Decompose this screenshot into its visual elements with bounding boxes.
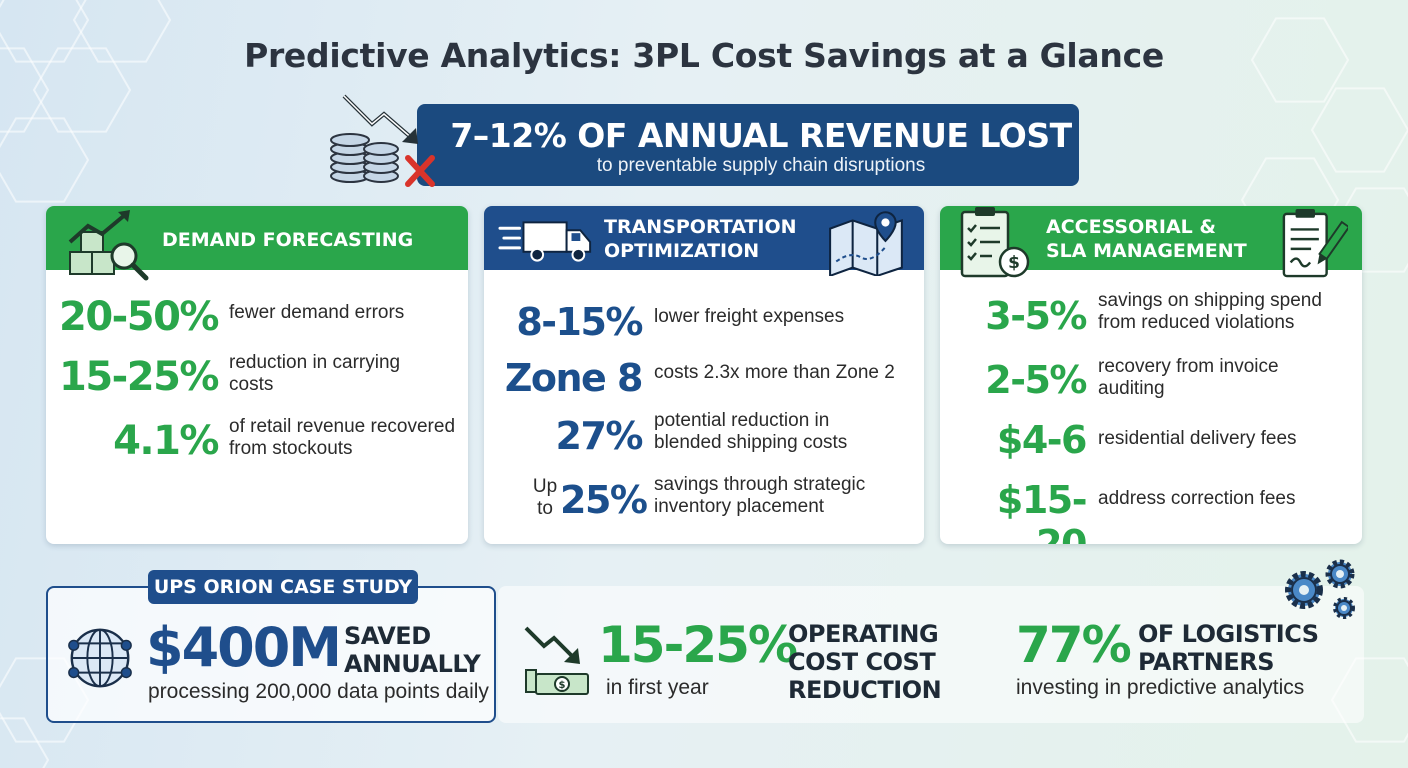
partners-value: 77% [1016, 616, 1132, 674]
checklist-dollar-icon: $ [960, 207, 1030, 278]
stat-desc: savings on shipping spend from reduced v… [1098, 290, 1322, 333]
case-study-value: $400M [146, 616, 342, 679]
stat-desc: recovery from invoice auditing [1098, 356, 1279, 399]
stat-desc: fewer demand errors [229, 302, 405, 323]
stat-desc: lower freight expenses [654, 306, 845, 327]
stat-value: 25% [560, 478, 648, 522]
banner-subtext: to preventable supply chain disruptions [596, 155, 926, 176]
stat-value: $15-20 [996, 478, 1088, 544]
stat-prefix: Up to [532, 476, 558, 519]
stat-value: 15-25% [58, 354, 220, 400]
stat-desc: reduction in carrying costs [229, 352, 401, 395]
ups-orion-case-study: $400M SAVED ANNUALLY processing 200,000 … [46, 586, 496, 723]
stat-desc: of retail revenue recovered from stockou… [229, 416, 456, 459]
stat-value: $4-6 [996, 418, 1088, 462]
stat-value: 27% [555, 414, 644, 458]
truck-icon [498, 221, 592, 262]
stat-desc: savings through strategic inventory plac… [654, 474, 866, 517]
stat-value: 20-50% [58, 294, 220, 340]
case-study-label: SAVED ANNUALLY [344, 622, 481, 678]
operating-cost-label: OPERATING COST COST REDUCTION [788, 620, 942, 704]
stat-value: 2-5% [985, 358, 1087, 402]
partners-desc: investing in predictive analytics [1016, 676, 1305, 699]
growth-chart-icon [68, 210, 149, 281]
banner-headline: 7–12% OF ANNUAL REVENUE LOST [450, 116, 1072, 155]
gears-icon [1285, 559, 1355, 619]
operating-cost-desc: in first year [606, 676, 709, 699]
stat-value: 8-15% [516, 300, 643, 344]
operating-cost-value: 15-25% [598, 616, 798, 674]
accessorial-sla-card: $ ACCESSORIAL & SLA MANAGEMENT 3-5% savi… [940, 206, 1362, 544]
stat-desc: costs 2.3x more than Zone 2 [654, 362, 895, 383]
globe-network-icon [68, 628, 132, 688]
partners-label: OF LOGISTICS PARTNERS [1138, 620, 1319, 676]
svg-text:$: $ [1008, 253, 1020, 273]
stat-value: Zone 8 [504, 356, 644, 400]
svg-text:$: $ [559, 680, 566, 691]
coins-decline-icon [330, 94, 435, 187]
map-pin-icon [829, 211, 903, 276]
stat-value: 4.1% [113, 418, 219, 464]
demand-forecasting-card: DEMAND FORECASTING 20-50% fewer demand e… [46, 206, 468, 544]
money-decline-icon: $ [524, 626, 589, 695]
case-study-tag: UPS ORION CASE STUDY [148, 570, 418, 604]
card-heading: TRANSPORTATION OPTIMIZATION [604, 216, 797, 262]
page-title: Predictive Analytics: 3PL Cost Savings a… [244, 36, 1164, 75]
stat-desc: potential reduction in blended shipping … [654, 410, 848, 453]
stat-desc: address correction fees [1098, 488, 1296, 509]
transportation-optimization-card: TRANSPORTATION OPTIMIZATION 8-15% lower … [484, 206, 924, 544]
card-heading: DEMAND FORECASTING [162, 229, 414, 251]
card-header: DEMAND FORECASTING [46, 206, 468, 281]
revenue-lost-banner: 7–12% OF ANNUAL REVENUE LOST to preventa… [417, 104, 1079, 186]
stat-value: 3-5% [985, 294, 1087, 338]
card-header: TRANSPORTATION OPTIMIZATION [484, 206, 924, 276]
card-heading: ACCESSORIAL & SLA MANAGEMENT [1046, 216, 1247, 262]
case-study-desc: processing 200,000 data points daily [148, 680, 489, 703]
stat-desc: residential delivery fees [1098, 428, 1297, 449]
clipboard-pen-icon [1282, 209, 1348, 278]
bottom-stats-panel [498, 586, 1364, 723]
card-header: $ ACCESSORIAL & SLA MANAGEMENT [940, 206, 1362, 278]
